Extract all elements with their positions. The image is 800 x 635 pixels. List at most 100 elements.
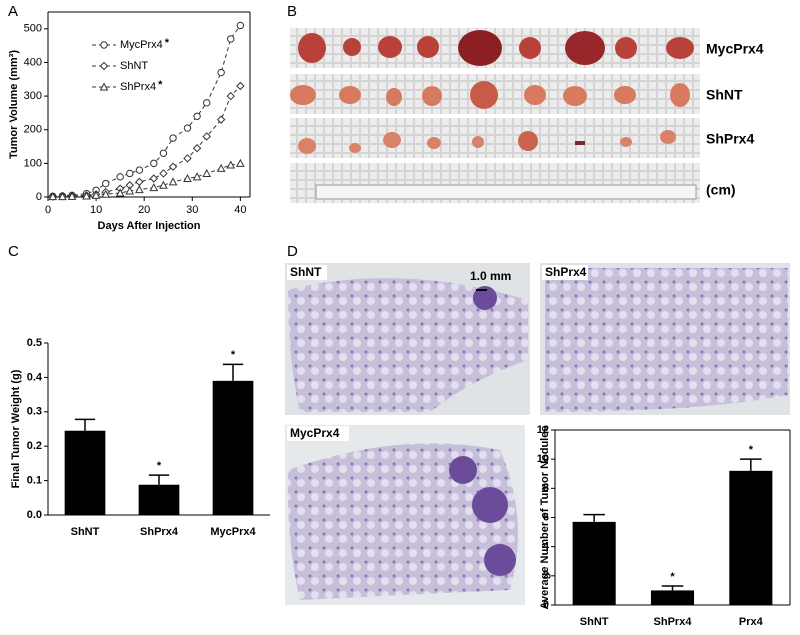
marker [226, 160, 236, 169]
y-tick-label: 0.5 [27, 337, 42, 349]
y-tick-label: 500 [24, 23, 42, 35]
marker [115, 188, 125, 197]
marker [203, 99, 211, 107]
legend-label: ShNT [120, 60, 148, 72]
marker [192, 172, 202, 181]
photo-label: ShNT [706, 87, 743, 103]
marker [150, 159, 158, 168]
y-tick-label: 0.4 [27, 371, 43, 383]
y-tick-label: 0.3 [27, 406, 42, 418]
bar [138, 484, 180, 515]
y-tick-label: 400 [24, 56, 42, 68]
y-axis-title: Tumor Volume (mm³) [8, 50, 20, 159]
y-tick-label: 4 [543, 541, 550, 553]
marker [216, 163, 226, 172]
marker [168, 162, 178, 171]
series-line [52, 85, 241, 198]
marker [149, 174, 159, 183]
marker [227, 35, 235, 43]
marker [236, 81, 245, 91]
marker [183, 173, 192, 182]
x-tick-label: ShNT [580, 616, 609, 628]
y-tick-label: 0.2 [27, 440, 42, 452]
y-tick-label: 8 [543, 482, 549, 494]
x-tick-label: 40 [234, 204, 246, 216]
bar [729, 470, 773, 605]
x-tick-label: ShPrx4 [654, 616, 693, 628]
photo-label: ShPrx4 [706, 131, 754, 147]
marker [159, 180, 168, 189]
photo-label: (cm) [706, 182, 736, 198]
marker [82, 191, 91, 200]
significance-mark: * [670, 571, 675, 583]
legend-marker [99, 82, 109, 91]
x-tick-label: Prx4 [739, 616, 764, 628]
marker [217, 68, 225, 77]
marker [183, 154, 192, 163]
bar [64, 430, 106, 515]
legend-label: MycPrx4 [120, 39, 163, 51]
marker [183, 124, 192, 132]
y-tick-label: 0.1 [27, 475, 42, 487]
marker [135, 177, 144, 187]
panel-label: B [287, 3, 297, 20]
y-tick-label: 6 [543, 511, 549, 523]
legend-label: ShPrx4 [120, 81, 156, 93]
photo-label: MycPrx4 [706, 41, 764, 57]
y-tick-label: 300 [24, 90, 42, 102]
marker [116, 173, 124, 181]
tumor-photo [290, 28, 700, 203]
photo-label: MycPrx4 [290, 426, 340, 440]
marker [192, 144, 202, 153]
legend-note: * [165, 37, 170, 49]
x-tick-label: 10 [90, 204, 102, 216]
marker [202, 132, 211, 141]
bar [572, 521, 616, 605]
scale-bar-label: 1.0 mm [470, 269, 511, 283]
marker [102, 179, 110, 188]
marker [193, 112, 201, 120]
marker [48, 192, 58, 201]
marker [101, 189, 111, 198]
histology-photo [285, 263, 790, 605]
y-tick-label: 0.0 [27, 509, 42, 521]
legend-marker [99, 61, 109, 71]
marker [202, 168, 212, 177]
y-axis-title: Average Number of Tumor Nodules [539, 426, 551, 610]
panel-label: A [8, 3, 18, 20]
marker [226, 91, 235, 101]
marker [236, 21, 245, 30]
y-tick-label: 0 [36, 191, 42, 203]
photo-label: ShPrx4 [545, 265, 587, 279]
x-axis-title: Days After Injection [98, 220, 201, 232]
legend-note: * [158, 79, 163, 91]
y-axis-title: Final Tumor Weight (g) [10, 369, 22, 488]
panel-label: D [287, 243, 298, 260]
y-tick-label: 2 [543, 570, 549, 582]
x-tick-label: 30 [186, 204, 198, 216]
x-tick-label: ShNT [71, 526, 100, 538]
bar [212, 380, 254, 515]
y-tick-label: 200 [24, 124, 42, 136]
y-tick-label: 100 [24, 157, 42, 169]
marker [159, 149, 168, 157]
marker [236, 158, 245, 167]
significance-mark: * [157, 460, 162, 472]
x-tick-label: 20 [138, 204, 150, 216]
y-tick-label: 0 [543, 599, 549, 611]
x-tick-label: MycPrx4 [210, 526, 256, 538]
y-tick-label: 10 [537, 453, 549, 465]
significance-mark: * [231, 349, 236, 361]
photo-label: ShNT [290, 265, 322, 279]
marker [126, 169, 134, 178]
marker [135, 185, 144, 194]
bar [650, 590, 695, 605]
significance-mark: * [749, 444, 754, 456]
marker [169, 134, 177, 142]
series-line [52, 25, 241, 197]
x-tick-label: ShPrx4 [140, 526, 179, 538]
marker [91, 190, 101, 199]
panel-label: C [8, 243, 19, 260]
marker [58, 192, 67, 201]
